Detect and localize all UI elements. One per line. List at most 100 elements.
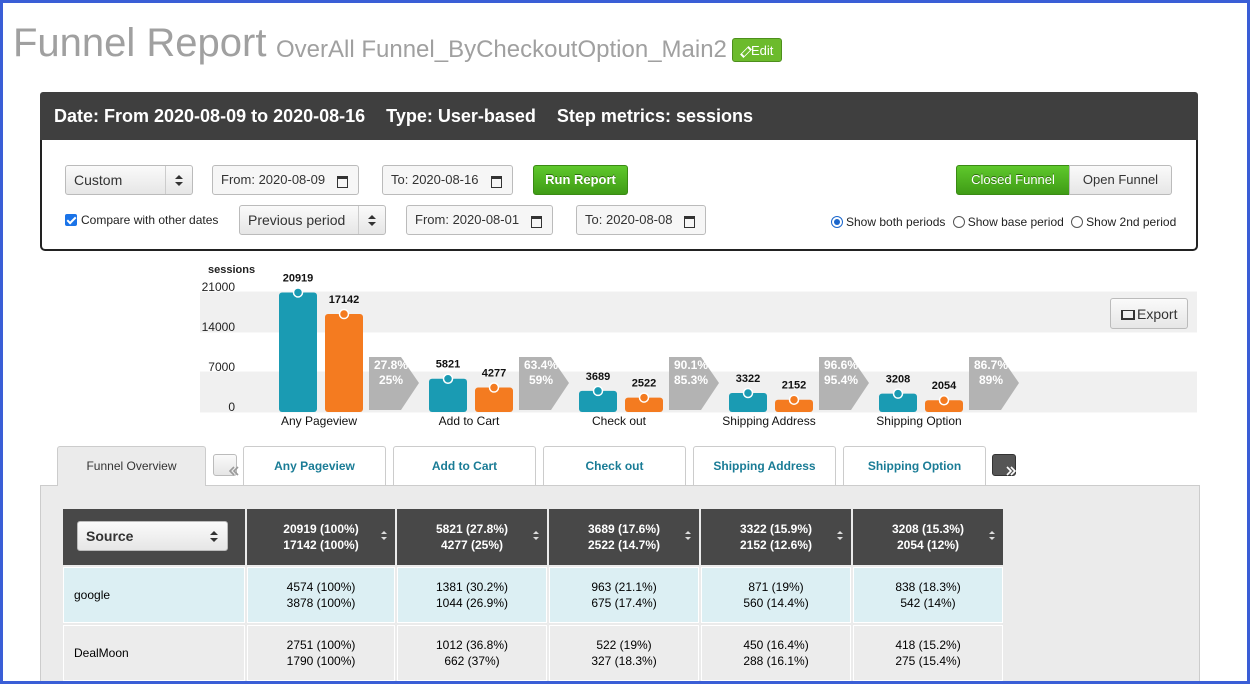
header-cell[interactable]: 5821 (27.8%) 4277 (25%) <box>397 509 547 565</box>
cell-base: 963 (21.1%) <box>591 580 657 594</box>
bar-marker <box>892 388 904 399</box>
data-cell: 418 (15.2%) 275 (15.4%) <box>853 625 1003 681</box>
cell-compare: 1044 (26.9%) <box>435 596 509 610</box>
radio-label: Show base period <box>967 215 1064 229</box>
run-report-button[interactable]: Run Report <box>533 165 628 195</box>
header-cell[interactable]: 3322 (15.9%) 2152 (12.6%) <box>701 509 851 565</box>
conversion-label: 59% <box>529 373 553 387</box>
y-tick-label: 21000 <box>202 280 236 294</box>
bar-marker <box>788 394 800 405</box>
edit-button[interactable]: Edit <box>732 38 782 62</box>
value-label: 2054 <box>932 380 957 392</box>
bar <box>475 387 513 412</box>
conversion-label: 63.4% <box>524 358 558 372</box>
cell-compare: 288 (16.1%) <box>743 654 809 668</box>
header-cell[interactable]: 3208 (15.3%) 2054 (12%) <box>853 509 1003 565</box>
conversion-label: 89% <box>979 373 1003 387</box>
bar-marker <box>442 373 454 384</box>
funnel-chart: 0 7000 14000 21000 sessions 20919 17142 Any Pag… <box>200 264 1197 428</box>
from2-value: 2020-08-01 <box>452 212 520 227</box>
overview-tab[interactable]: Funnel Overview <box>57 446 206 486</box>
to-date[interactable]: To: 2020-08-16 <box>382 165 513 195</box>
data-cell: 838 (18.3%) 542 (14%) <box>853 567 1003 623</box>
export-button[interactable]: Export <box>1110 298 1188 329</box>
from-value: 2020-08-09 <box>258 172 326 187</box>
radio-base[interactable]: Show base period <box>952 215 1064 229</box>
step-tab[interactable]: Add to Cart <box>393 446 536 485</box>
bar <box>729 393 767 412</box>
closed-funnel-button[interactable]: Closed Funnel <box>956 165 1070 195</box>
y-axis-label: sessions <box>208 264 255 276</box>
cell-compare: 327 (18.3%) <box>591 654 657 668</box>
prev-button[interactable] <box>213 454 239 476</box>
value-label: 5821 <box>436 359 460 371</box>
bar-marker <box>938 395 950 406</box>
y-tick-label: 0 <box>228 400 235 414</box>
data-cell: 4574 (100%) 3878 (100%) <box>247 567 395 623</box>
data-cell: 1381 (30.2%) 1044 (26.9%) <box>397 567 547 623</box>
bar-marker <box>292 287 304 298</box>
period-select[interactable]: Previous period <box>239 205 386 235</box>
value-label: 17142 <box>329 294 360 306</box>
conversion-arrow <box>369 357 419 410</box>
date-range: Date: From 2020-08-09 to 2020-08-16 <box>54 106 366 126</box>
cell-base: 418 (15.2%) <box>895 638 961 652</box>
range-select[interactable]: Custom <box>65 165 193 195</box>
cell-compare: 275 (15.4%) <box>895 654 961 668</box>
summary-bar: Date: From 2020-08-09 to 2020-08-16 Type… <box>40 92 1198 141</box>
step-tab[interactable]: Any Pageview <box>243 446 386 485</box>
funnel-type: Type: User-based <box>386 106 536 126</box>
cell-base: 4574 (100%) <box>286 580 356 594</box>
bar-marker <box>592 385 604 397</box>
open-funnel-button[interactable]: Open Funnel <box>1069 165 1172 195</box>
header-cell[interactable]: 3689 (17.6%) 2522 (14.7%) <box>549 509 699 565</box>
next-button[interactable] <box>992 454 1017 476</box>
category-label: Any Pageview <box>281 414 357 428</box>
conversion-label: 95.4% <box>824 373 858 387</box>
compare-label: Compare with other dates <box>81 213 219 227</box>
to2-date[interactable]: To: 2020-08-08 <box>576 205 706 235</box>
cell-compare: 675 (17.4%) <box>591 596 657 610</box>
value-label: 20919 <box>283 272 314 284</box>
from2-date[interactable]: From: 2020-08-01 <box>406 205 553 235</box>
header-cell[interactable]: 20919 (100%) 17142 (100%) <box>247 509 395 565</box>
radio-second[interactable]: Show 2nd period <box>1071 215 1176 229</box>
compare-checkbox[interactable]: Compare with other dates <box>65 213 218 227</box>
bar <box>625 397 663 412</box>
from-date[interactable]: From: 2020-08-09 <box>212 165 359 195</box>
bar-marker <box>742 387 754 399</box>
period-value: Previous period <box>248 212 346 228</box>
conversion-label: 86.7% <box>974 358 1008 372</box>
cell-compare: 542 (14%) <box>900 596 956 610</box>
header-compare: 2522 (14.7%) <box>587 538 661 552</box>
header-base: 3322 (15.9%) <box>739 522 813 536</box>
cell-base: 522 (19%) <box>596 638 652 652</box>
from2-label: From: <box>415 212 449 227</box>
step-tab[interactable]: Shipping Option <box>843 446 986 485</box>
header-compare: 2054 (12%) <box>896 538 960 552</box>
source-select[interactable]: Source <box>77 521 228 551</box>
source-cell: DealMoon <box>63 625 245 681</box>
header-cell: Source <box>63 509 245 565</box>
header-compare: 4277 (25%) <box>440 538 504 552</box>
bar <box>279 292 317 412</box>
conversion-label: 90.1% <box>674 358 708 372</box>
step-tab[interactable]: Shipping Address <box>693 446 836 485</box>
conversion-label: 96.6% <box>824 358 858 372</box>
cell-base: 838 (18.3%) <box>895 580 961 594</box>
conversion-arrow <box>819 357 869 410</box>
data-cell: 871 (19%) 560 (14.4%) <box>701 567 851 623</box>
radio-both[interactable]: Show both periods <box>831 215 945 229</box>
bar <box>879 393 917 412</box>
radio-label: Show both periods <box>846 215 946 229</box>
bar <box>775 399 813 412</box>
step-tab[interactable]: Check out <box>543 446 686 485</box>
to2-label: To: <box>585 212 603 227</box>
value-label: 2522 <box>632 377 656 389</box>
value-label: 4277 <box>482 367 506 379</box>
conversion-label: 27.8% <box>374 358 408 372</box>
header-base: 3208 (15.3%) <box>891 522 965 536</box>
cell-compare: 1790 (100%) <box>286 654 356 668</box>
header-compare: 17142 (100%) <box>283 538 359 552</box>
conversion-arrow <box>969 357 1019 410</box>
